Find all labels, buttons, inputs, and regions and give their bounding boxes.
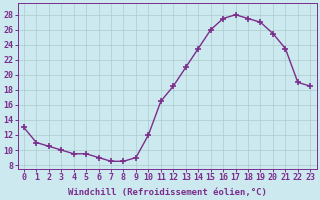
X-axis label: Windchill (Refroidissement éolien,°C): Windchill (Refroidissement éolien,°C) [68,188,267,197]
